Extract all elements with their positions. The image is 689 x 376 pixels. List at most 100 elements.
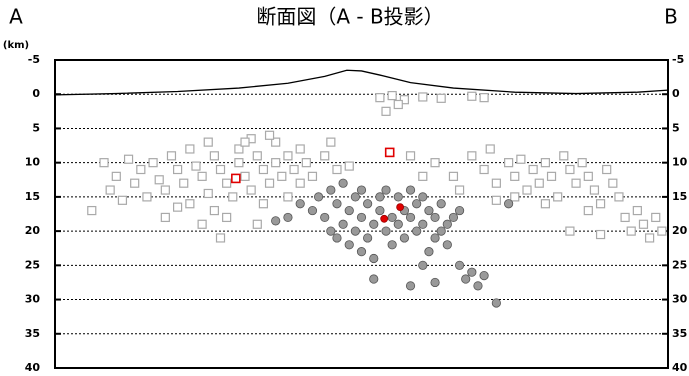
hypocenter-square <box>203 137 213 147</box>
hypocenter-circle <box>504 199 514 209</box>
hypocenter-square <box>491 178 501 188</box>
hypocenter-square <box>258 164 269 175</box>
hypocenter-square <box>405 151 416 161</box>
hypocenter-circle <box>399 233 410 243</box>
hypocenter-square <box>271 137 281 147</box>
hypocenter-square <box>332 164 342 175</box>
hypocenter-circle <box>473 281 483 291</box>
y-tick-label: 15 <box>25 190 40 203</box>
hypocenter-square <box>418 171 428 181</box>
hypocenter-square <box>166 151 177 161</box>
hypocenter-square <box>479 164 489 175</box>
hypocenter-square <box>326 137 336 147</box>
hypocenter-circle <box>369 253 379 264</box>
hypocenter-square <box>203 188 213 199</box>
hypocenter-circle <box>467 267 477 277</box>
hypocenter-square <box>271 158 281 168</box>
hypocenter-circle <box>418 192 428 202</box>
hypocenter-circle <box>356 247 367 257</box>
hypocenter-circle <box>283 212 293 223</box>
y2-tick-label: -5 <box>672 53 684 66</box>
hypocenter-circle <box>344 240 354 250</box>
hypocenter-square <box>522 185 532 195</box>
hypocenter-square <box>626 226 636 236</box>
hypocenter-circle <box>380 214 389 223</box>
hypocenter-square <box>540 199 551 209</box>
hypocenter-square <box>491 195 501 205</box>
hypocenter-circle <box>338 178 348 188</box>
hypocenter-circle <box>350 226 360 236</box>
left-label: A <box>9 5 23 29</box>
hypocenter-square <box>583 205 593 216</box>
chart-title: 断面図（A - B投影） <box>256 5 443 29</box>
hypocenter-circle <box>412 226 422 236</box>
hypocenter-circle <box>442 240 452 250</box>
y2-tick-label: 25 <box>672 258 687 271</box>
y2-tick-label: 0 <box>672 87 680 100</box>
hypocenter-circle <box>436 226 446 236</box>
hypocenter-square <box>510 171 520 181</box>
hypocenter-square <box>602 164 612 175</box>
hypocenter-square <box>510 192 520 202</box>
hypocenter-square <box>651 212 661 223</box>
hypocenter-square <box>448 171 459 181</box>
hypocenter-square <box>173 202 183 212</box>
hypocenter-square <box>111 171 121 181</box>
hypocenter-square <box>583 171 593 181</box>
hypocenter-square <box>608 178 618 188</box>
hypocenter-circle <box>363 199 373 209</box>
hypocenter-square <box>264 178 275 188</box>
hypocenter-square <box>577 158 587 168</box>
hypocenter-square <box>160 185 170 195</box>
hypocenter-square <box>185 144 195 154</box>
hypocenter-circle <box>479 270 489 281</box>
topography-line <box>54 69 669 96</box>
hypocenter-circle <box>454 260 465 270</box>
hypocenter-square <box>559 151 569 161</box>
hypocenter-circle <box>442 219 452 229</box>
hypocenter-square <box>467 151 477 161</box>
hypocenter-square <box>344 161 354 171</box>
hypocenter-square <box>197 219 207 229</box>
hypocenter-circle <box>412 199 422 209</box>
hypocenter-square <box>540 158 551 168</box>
y2-tick-label: 5 <box>672 121 680 134</box>
hypocenter-square <box>142 192 152 202</box>
hypocenter-square <box>228 192 238 202</box>
hypocenter-circle <box>326 226 336 236</box>
hypocenter-circle <box>424 205 434 216</box>
hypocenter-circle <box>405 281 416 291</box>
hypocenter-square <box>479 93 489 103</box>
hypocenter-square <box>387 90 397 101</box>
y2-tick-label: 10 <box>672 156 688 169</box>
hypocenter-square <box>534 178 544 188</box>
hypocenter-circle <box>326 185 336 195</box>
hypocenter-square <box>231 173 241 184</box>
hypocenter-square <box>154 175 164 185</box>
hypocenter-square <box>467 91 477 101</box>
hypocenter-square <box>222 212 232 223</box>
y-unit: (km) <box>3 40 29 51</box>
y-tick-label: -5 <box>28 53 40 66</box>
hypocenter-circle <box>338 219 348 229</box>
hypocenter-square <box>393 99 403 110</box>
hypocenter-circle <box>393 192 403 202</box>
hypocenter-circle <box>405 185 416 195</box>
hypocenter-circle <box>307 205 318 216</box>
hypocenter-circle <box>320 212 330 223</box>
hypocenter-square <box>565 226 575 236</box>
hypocenter-circle <box>271 216 281 226</box>
y-tick-label: 20 <box>25 224 41 237</box>
hypocenter-square <box>87 205 97 216</box>
hypocenter-square <box>571 178 581 188</box>
hypocenter-circle <box>356 185 367 195</box>
hypocenter-circle <box>424 247 434 257</box>
hypocenter-square <box>191 161 201 171</box>
hypocenter-square <box>209 205 219 216</box>
hypocenter-circle <box>344 205 354 216</box>
hypocenter-square <box>246 185 256 195</box>
hypocenter-square <box>638 219 649 229</box>
hypocenter-square <box>277 171 287 181</box>
hypocenter-square <box>209 151 219 161</box>
y2-tick-label: 40 <box>672 361 688 374</box>
